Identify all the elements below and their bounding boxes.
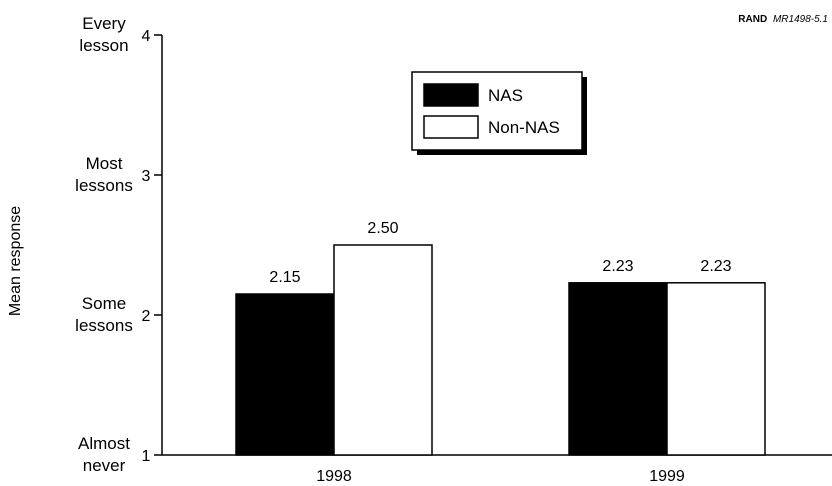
- legend-swatch: [423, 115, 479, 139]
- y-tick-label: 3: [142, 168, 151, 185]
- y-tick-descriptor: lesson: [79, 36, 128, 55]
- y-tick-label: 1: [142, 448, 151, 465]
- y-tick-descriptor: lessons: [75, 176, 133, 195]
- legend: NAS Non-NAS: [411, 71, 587, 155]
- y-tick-descriptor: never: [83, 456, 126, 475]
- x-tick-label: 1999: [649, 468, 685, 485]
- y-tick-descriptor: Almost: [78, 434, 130, 453]
- bar: [666, 282, 766, 456]
- bar: [333, 244, 433, 456]
- data-label: 2.50: [367, 220, 398, 237]
- source-tag-bold: RAND: [738, 14, 767, 25]
- y-tick-descriptor: Most: [86, 154, 123, 173]
- legend-label: Non-NAS: [488, 118, 560, 137]
- source-tag: RAND MR1498-5.1: [738, 14, 828, 25]
- bar: [568, 282, 668, 456]
- data-label: 2.23: [602, 258, 633, 275]
- legend-swatch: [423, 83, 479, 107]
- y-tick-descriptor: lessons: [75, 316, 133, 335]
- y-tick-label: 2: [142, 308, 151, 325]
- y-tick-descriptor: Some: [82, 294, 126, 313]
- y-tick-label: 4: [142, 28, 151, 45]
- data-label: 2.23: [700, 258, 731, 275]
- data-label: 2.15: [269, 269, 300, 286]
- source-tag-italic: MR1498-5.1: [773, 14, 828, 25]
- y-axis-label: Mean response: [7, 206, 24, 316]
- x-tick-label: 1998: [316, 468, 352, 485]
- plot-area: 1 Almost never 2 Some lessons 3 Most lessons 4 Eve…: [75, 14, 832, 485]
- legend-label: NAS: [488, 86, 523, 105]
- bar: [235, 293, 335, 456]
- y-tick-descriptor: Every: [82, 14, 126, 33]
